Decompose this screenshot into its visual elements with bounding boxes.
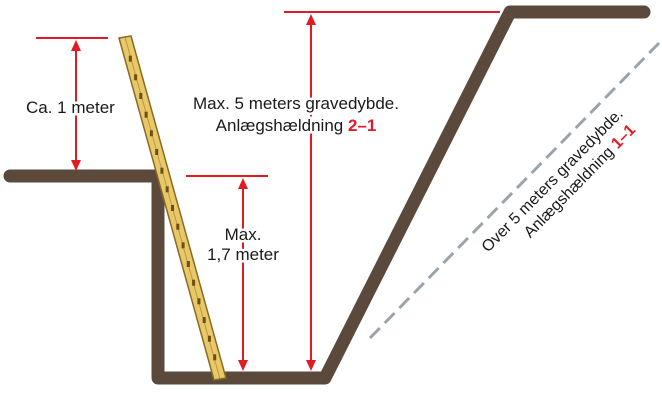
ladder-rung [171, 205, 174, 211]
ladder-rung [181, 242, 185, 249]
ladder-rung [207, 335, 211, 342]
ladder-rung [197, 298, 201, 305]
ladder-rung [134, 74, 138, 81]
ladder-rung [213, 354, 217, 361]
dimension-max-5-meters [284, 11, 500, 371]
ladder-rung [149, 130, 153, 137]
ladder-rung [202, 317, 206, 323]
label-max-5-prefix: Anlægshældning [216, 116, 348, 135]
label-ca-1-meter: Ca. 1 meter [26, 98, 115, 117]
label-max-5-line2: Anlægshældning 2–1 [216, 116, 377, 135]
label-over-5-line1: Over 5 meters gravedybde. [479, 106, 627, 256]
ladder-rung [155, 149, 159, 155]
ladder-rung [139, 93, 143, 99]
label-over-5-group: Over 5 meters gravedybde. Anlægshældning… [476, 103, 641, 258]
ladder-rung [192, 279, 196, 286]
ladder-rung [128, 55, 132, 62]
label-max-5-line1: Max. 5 meters gravedybde. [193, 94, 399, 113]
ladder-rung [160, 167, 164, 174]
dimension-max-1-7-meter [186, 175, 268, 371]
ladder-rung [186, 261, 190, 267]
dimension-ca-1-meter [36, 37, 108, 171]
over-5m-slope-line [368, 40, 662, 340]
ladder-rung [176, 223, 180, 230]
ladder [118, 35, 227, 381]
ladder-rung [165, 186, 169, 193]
label-max-5-ratio: 2–1 [348, 116, 376, 135]
label-max-1-7-line1: Max. [225, 225, 262, 244]
label-max-1-7-line2: 1,7 meter [207, 245, 279, 264]
ladder-rung [144, 111, 148, 118]
trench-soil-profile [3, 5, 651, 385]
